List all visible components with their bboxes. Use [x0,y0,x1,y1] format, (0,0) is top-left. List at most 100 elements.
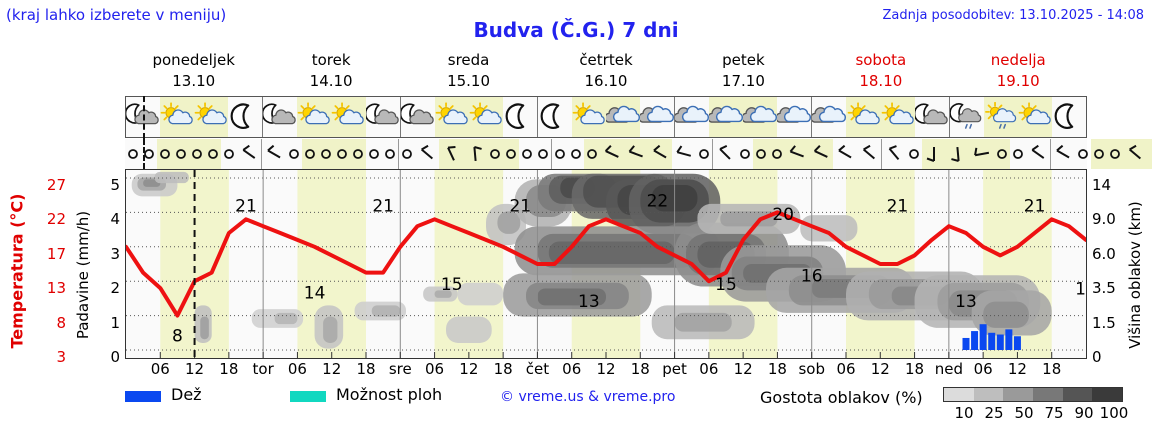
xtick-ned-23: ned [934,360,963,378]
sun-cloud-icon [846,97,881,137]
wind-calm-symbol [366,139,382,169]
temp-tick-8: 8 [56,313,66,332]
precipitation-axis-ticks: 5 4 3 2 1 0 [98,169,120,366]
xtick-06-12: 06 [562,360,582,378]
weather-icon-day-6 [949,97,1086,137]
density-swatch-10 [944,388,974,401]
cloudh-tick-1.5: 1.5 [1092,313,1116,332]
xtick-12-17: 12 [733,360,753,378]
cloudh-tick-6.0: 6.0 [1092,244,1116,263]
density-tick-75: 75 [1044,404,1064,422]
cloud-icon [812,97,847,137]
wind-calm-symbol [769,139,785,169]
wind-calm-symbol [1075,139,1091,169]
day-date: 17.10 [721,72,765,90]
density-tick-10: 10 [954,404,974,422]
wind-barb-symbol [648,139,672,169]
wind-barb-symbol [809,139,833,169]
wind-calm-symbol [503,139,519,169]
wind-calm-symbol [568,139,584,169]
svg-text:21: 21 [1024,196,1046,216]
wind-calm-symbol [205,139,221,169]
xtick-18-14: 18 [630,360,650,378]
wind-calm-symbol [399,139,415,169]
temperature-axis-ticks: 27 22 17 13 8 3 [32,169,66,365]
day-header-3: četrtek 16.10 [537,50,674,94]
density-swatch-90 [1062,388,1093,401]
day-name: petek [722,51,765,69]
cloud-height-axis-ticks: 14 9.0 6.0 3.5 1.5 0 [1092,169,1126,366]
temp-tick-17: 17 [46,244,66,263]
wind-calm-symbol [696,139,712,169]
weather-icon-day-1 [263,97,401,137]
wind-calm-symbol [189,139,205,169]
moon-cloud-rain-icon [949,97,984,137]
moon-cloud-icon [126,97,160,137]
day-date: 16.10 [584,72,628,90]
wind-barb-symbol [600,139,624,169]
moon-cloud-icon [263,97,297,137]
wind-calm-symbol [350,139,366,169]
page-title: Budva (Č.G.) 7 dni [473,18,679,42]
location-menu-note[interactable]: (kraj lahko izberete v meniju) [6,6,227,24]
xtick-18-2: 18 [219,360,239,378]
wind-calm-symbol [141,139,157,169]
sun-cloud-icon [194,97,229,137]
day-header-5: sobota 18.10 [812,50,949,94]
wind-calm-symbol [286,139,302,169]
wind-calm-symbol [302,139,318,169]
wind-calm-symbol [318,139,334,169]
temp-tick-13: 13 [46,279,66,298]
wind-barb-symbol [1123,139,1147,169]
moon-icon [228,97,262,137]
xtick-06-0: 06 [150,360,170,378]
svg-text:16: 16 [801,266,823,286]
wind-calm-symbol [737,139,753,169]
density-swatch-25 [973,388,1004,401]
wind-barb-strip [125,139,1152,169]
moon-cloud-icon [400,97,435,137]
prec-tick-3: 3 [110,244,120,263]
last-update-text: Zadnja posodobitev: 13.10.2025 - 14:08 [882,8,1144,23]
svg-text:14: 14 [1075,280,1086,300]
wind-day-4 [713,139,882,169]
wind-barb-symbol [415,139,439,169]
cloudh-tick-3.5: 3.5 [1092,279,1116,298]
xtick-čet-11: čet [525,360,550,378]
moon-icon [1052,97,1086,137]
wind-day-0 [125,139,262,169]
cloud-density-colorbar [943,387,1123,402]
precipitation-axis-label: Padavine (mm/h) [74,210,92,340]
weather-icon-day-0 [126,97,264,137]
xtick-18-22: 18 [905,360,925,378]
wind-barb-symbol [833,139,857,169]
cloud-icon [640,97,675,137]
svg-text:21: 21 [372,196,394,216]
moon-icon [538,97,572,137]
wind-calm-symbol [552,139,568,169]
wind-calm-symbol [1107,139,1123,169]
day-header-row: ponedeljek 13.10 torek 14.10 sreda 15.10 četrt… [125,50,1087,94]
density-swatch-50 [1003,388,1034,401]
svg-text:13: 13 [955,292,977,312]
svg-text:21: 21 [235,196,257,216]
wind-day-2 [399,139,552,169]
precipitation-axis-title: Padavine (mm/h) [70,186,96,362]
meteogram-svg: 8 21 14 21 15 21 13 22 15 20 16 21 13 21 14 [126,170,1086,358]
moon-icon [503,97,537,137]
prec-tick-0: 0 [110,348,120,366]
wind-barb-symbol [922,139,946,169]
xtick-06-8: 06 [425,360,445,378]
wind-barb-symbol [970,139,994,169]
copyright-link[interactable]: © vreme.us & vreme.pro [500,389,676,405]
xtick-18-10: 18 [493,360,513,378]
density-swatch-100 [1092,388,1123,401]
xtick-18-6: 18 [356,360,376,378]
cloudh-tick-0: 0 [1092,348,1102,366]
prec-tick-5: 5 [110,176,120,194]
wind-barb-symbol [262,139,286,169]
wind-calm-symbol [173,139,189,169]
prec-tick-1: 1 [110,313,120,332]
wind-barb-symbol [882,139,906,169]
sun-cloud-icon [1017,97,1052,137]
